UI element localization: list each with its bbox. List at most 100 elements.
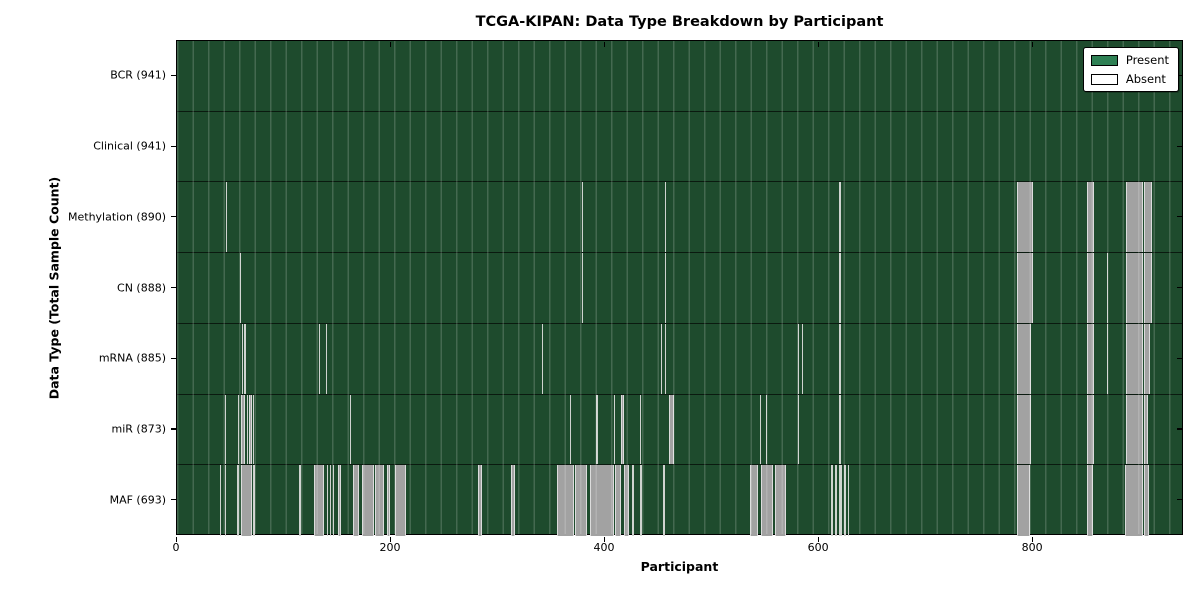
absent-cell-MAF xyxy=(749,465,759,536)
x-tick-bottom xyxy=(389,536,391,542)
absent-cell-MAF xyxy=(775,465,786,536)
y-tick-right xyxy=(1177,74,1182,77)
y-tick-left xyxy=(171,357,176,359)
x-tick-label-600: 600 xyxy=(807,541,829,554)
y-tick-right xyxy=(1177,287,1182,289)
x-tick-label-800: 800 xyxy=(1021,541,1043,554)
heatmap-rows xyxy=(177,41,1182,536)
absent-cell-CN xyxy=(1017,253,1034,323)
absent-cell-MAF xyxy=(1086,465,1094,536)
absent-cell-miR xyxy=(760,394,762,465)
absent-cell-MAF xyxy=(662,465,665,536)
y-tick-label-Methylation: Methylation (890) xyxy=(68,210,166,224)
absent-cell-MAF xyxy=(313,465,324,536)
absent-cell-miR xyxy=(1086,394,1095,465)
absent-cell-CN xyxy=(664,253,667,323)
absent-cell-miR xyxy=(640,394,642,465)
y-tick-right xyxy=(1177,428,1182,430)
chart-title: TCGA-KIPAN: Data Type Breakdown by Parti… xyxy=(475,14,884,30)
present-swatch xyxy=(1090,54,1118,66)
x-tick-top xyxy=(1031,41,1033,47)
absent-cell-MAF xyxy=(352,465,359,536)
y-tick-left xyxy=(171,74,176,77)
absent-cell-MAF xyxy=(510,465,516,536)
legend-entry-absent: Absent xyxy=(1090,72,1169,86)
absent-cell-miR xyxy=(669,394,674,465)
absent-cell-Methylation xyxy=(1017,182,1034,253)
absent-cell-miR xyxy=(621,394,625,465)
y-tick-label-miR: miR (873) xyxy=(111,422,167,436)
y-tick-left xyxy=(171,216,176,218)
absent-cell-MAF xyxy=(590,465,614,536)
absent-cell-mRNA xyxy=(242,323,244,394)
absent-cell-MAF xyxy=(614,465,622,536)
y-tick-label-MAF: MAF (693) xyxy=(109,493,166,507)
x-tick-top xyxy=(817,41,819,47)
absent-cell-Methylation xyxy=(664,182,667,253)
x-axis-label: Participant xyxy=(640,559,719,574)
absent-cell-miR xyxy=(241,394,246,465)
absent-cell-MAF xyxy=(477,465,482,536)
absent-cell-CN xyxy=(1106,253,1109,323)
x-tick-bottom xyxy=(817,536,819,542)
heatmap-row-miR xyxy=(177,394,1182,466)
absent-cell-Methylation xyxy=(1126,182,1144,253)
absent-cell-MAF xyxy=(252,465,256,536)
absent-cell-miR xyxy=(237,394,240,465)
y-tick-right xyxy=(1177,145,1182,147)
y-tick-right xyxy=(1177,499,1182,501)
heatmap-row-BCR xyxy=(177,41,1182,112)
absent-cell-MAF xyxy=(761,465,774,536)
y-tick-label-mRNA: mRNA (885) xyxy=(98,351,166,365)
absent-cell-mRNA xyxy=(1126,323,1144,394)
absent-cell-mRNA xyxy=(797,323,799,394)
absent-cell-mRNA xyxy=(244,323,246,394)
absent-cell-MAF xyxy=(219,465,221,536)
absent-cell-miR xyxy=(596,394,598,465)
legend-absent-label: Absent xyxy=(1125,72,1166,86)
absent-cell-MAF xyxy=(225,465,227,536)
absent-cell-miR xyxy=(797,394,799,465)
absent-cell-Methylation xyxy=(1144,182,1152,253)
absent-cell-mRNA xyxy=(660,323,662,394)
absent-cell-MAF xyxy=(386,465,390,536)
absent-cell-miR xyxy=(1144,394,1148,465)
absent-cell-mRNA xyxy=(325,323,327,394)
absent-cell-MAF xyxy=(330,465,332,536)
absent-cell-miR xyxy=(569,394,571,465)
absent-cell-miR xyxy=(350,394,352,465)
absent-swatch xyxy=(1090,73,1118,85)
y-tick-left xyxy=(171,145,176,147)
heatmap-row-Methylation xyxy=(177,182,1182,254)
absent-cell-CN xyxy=(240,253,242,323)
x-tick-bottom xyxy=(175,536,177,542)
absent-cell-CN xyxy=(581,253,583,323)
absent-cell-miR xyxy=(225,394,227,465)
y-tick-right xyxy=(1177,357,1182,359)
absent-cell-CN xyxy=(1126,253,1144,323)
x-tick-bottom xyxy=(1031,536,1033,542)
absent-cell-MAF xyxy=(556,465,574,536)
absent-cell-mRNA xyxy=(839,323,841,394)
y-tick-left xyxy=(171,499,176,501)
absent-cell-Methylation xyxy=(1086,182,1095,253)
absent-cell-mRNA xyxy=(541,323,543,394)
absent-cell-mRNA xyxy=(664,323,667,394)
absent-cell-miR xyxy=(248,394,252,465)
legend-entry-present: Present xyxy=(1090,53,1169,67)
absent-cell-MAF xyxy=(298,465,302,536)
absent-cell-miR xyxy=(1017,394,1031,465)
absent-cell-CN xyxy=(1144,253,1152,323)
absent-cell-mRNA xyxy=(1106,323,1109,394)
heatmap-row-mRNA xyxy=(177,323,1182,395)
absent-cell-miR xyxy=(1126,394,1144,465)
absent-cell-MAF xyxy=(374,465,384,536)
y-tick-label-BCR: BCR (941) xyxy=(110,68,166,82)
absent-cell-MAF xyxy=(624,465,629,536)
absent-cell-miR xyxy=(613,394,615,465)
absent-cell-mRNA xyxy=(1144,323,1150,394)
absent-cell-MAF xyxy=(1125,465,1144,536)
absent-cell-miR xyxy=(252,394,255,465)
absent-cell-mRNA xyxy=(801,323,804,394)
y-tick-label-CN: CN (888) xyxy=(117,281,166,294)
